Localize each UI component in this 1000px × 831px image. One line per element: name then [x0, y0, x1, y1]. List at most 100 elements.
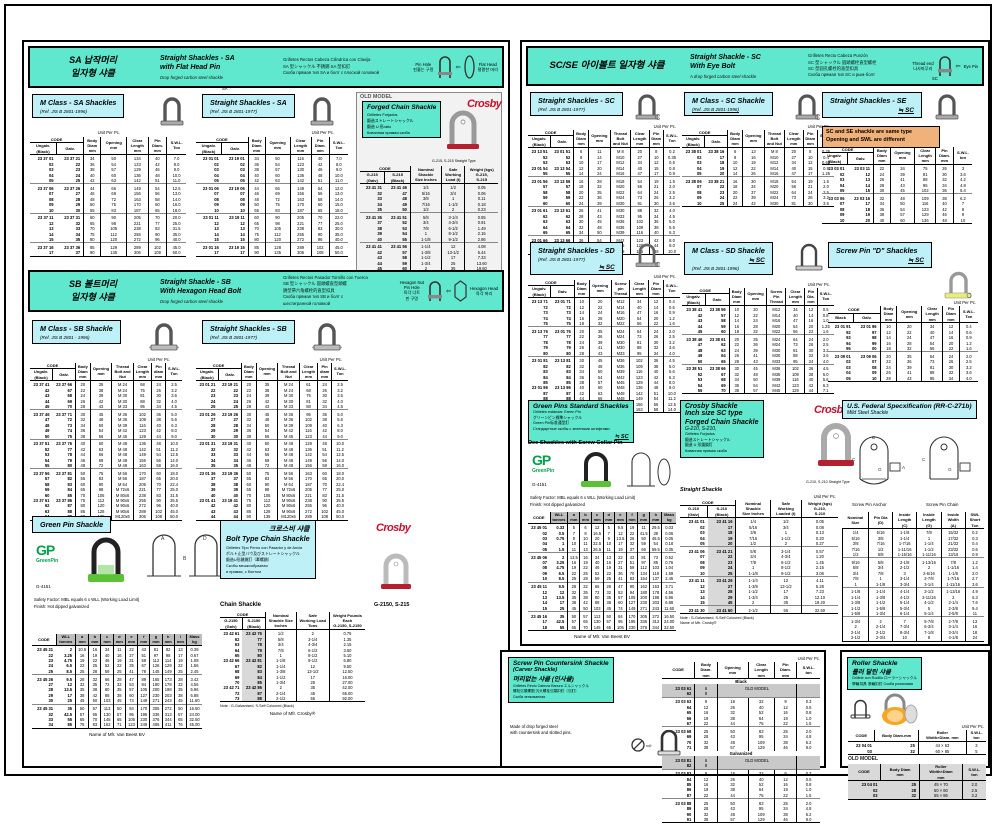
table-cell: 13	[700, 589, 705, 595]
table-cell: 56	[785, 328, 805, 335]
table-cell: 38	[151, 417, 166, 423]
table-cell: M 30	[277, 398, 300, 404]
sa-mclass-unit: Unit Per Pc.	[97, 130, 120, 135]
greenpins-shackle-icon	[581, 452, 611, 487]
table-cell: 16	[773, 710, 797, 716]
table-cell: 67	[686, 721, 692, 726]
countersink-table-wrap: CODE Body Diam. mm Opening mm Clear Length mm Pin…	[662, 662, 820, 823]
table-cell: 10	[579, 535, 592, 542]
table-cell: 0.2	[663, 146, 680, 155]
table-cell: 129	[785, 388, 805, 394]
table-cell: 34	[773, 734, 797, 740]
table-row: 1-3/8 1-1/2 5-1/4 4-1/2 2-1/4 7.6	[841, 600, 984, 606]
table-cell: 103	[100, 698, 114, 705]
table-cell: 54	[630, 176, 650, 185]
table-cell: 2.0	[817, 184, 834, 190]
table-cell: 40	[377, 236, 382, 242]
table-cell: 23 13 51	[528, 146, 551, 155]
table-cell: 26	[879, 370, 897, 376]
table-cell: M 30	[277, 393, 300, 399]
table-row: 23 37 41 23 37 66 20 35 M 24 68 24 2.5	[30, 379, 182, 388]
table-cell: 85	[686, 781, 692, 787]
column-header: Clear Length mm	[747, 662, 775, 679]
table-row: 23 01 21 23 19 21 20 35 M 24 61 24 2.5	[196, 379, 348, 388]
table-cell: 12	[728, 312, 745, 319]
table-cell: 35	[56, 703, 76, 712]
table-cell: 27.00	[328, 679, 365, 686]
table-cell: 55	[565, 170, 571, 176]
table-cell: 306	[132, 514, 152, 521]
table-cell: 54	[588, 374, 612, 381]
table-cell: 64	[921, 351, 943, 360]
table-cell: 3.6	[663, 200, 680, 207]
table-cell: 1	[562, 541, 565, 547]
table-row: 54 69 36 54 M42 123 42 6.3	[682, 382, 834, 389]
table-cell: 40	[151, 422, 166, 429]
table-cell: 66	[590, 581, 604, 590]
table-row: 09 6.5 22 25 52 22 36 70 134 119 1.59	[528, 570, 676, 577]
table-cell: 11.2	[331, 446, 348, 453]
table-cell: 87	[566, 390, 571, 396]
table-cell: 22	[743, 312, 767, 319]
table-cell: 98	[255, 487, 278, 493]
table-cell: 23 13 61	[550, 205, 574, 214]
sb-bolt-diagram: Hexagon Nut Pin Hole 육각 너트 핀 구멍 ⇦ Hexagon H…	[399, 280, 498, 302]
table-cell: 23 01 71	[550, 296, 575, 305]
table-cell: 38	[83, 167, 101, 173]
table-cell: 23 41 30	[680, 605, 708, 614]
table-row: 07 27 46 69 156 56 13.0	[30, 191, 186, 197]
table-cell: 58	[402, 255, 407, 261]
table-row: 13 13 70 105 238 83 30.0	[196, 226, 348, 232]
table-cell: 17	[707, 524, 736, 531]
table-cell: 40.0	[166, 237, 186, 243]
table-cell: 58	[648, 407, 664, 413]
table-cell: 2-1/2	[892, 565, 917, 571]
table-cell: 65	[543, 230, 548, 236]
table-cell: 26	[802, 195, 818, 201]
table-cell: 22	[48, 652, 54, 658]
table-row: 23 37 56 23 37 81 50 75 M 56 170 60 18.0	[30, 468, 182, 477]
table-cell: 70	[241, 492, 257, 498]
table-cell: 44	[44, 398, 50, 404]
table-cell: 88	[629, 345, 649, 351]
table-cell: 40.0	[165, 503, 182, 509]
table-cell: 63	[255, 446, 278, 453]
table-cell: 69	[721, 382, 726, 388]
table-cell: 41	[896, 370, 922, 376]
table-cell: 376	[149, 717, 163, 723]
table-cell: 7	[952, 201, 972, 207]
table-row: 82 82 32 48 M36 109 38 5.0	[528, 363, 680, 370]
table-cell: 08	[872, 364, 877, 370]
table-cell: 80	[241, 503, 257, 509]
greenpins-sf1: Safety Factor: MBL equals 6 x WLL (Worki…	[530, 495, 636, 500]
table-cell: 95	[846, 345, 851, 351]
table-cell: 58	[721, 318, 726, 324]
sa-jis-title-box: Straight Shackles - SA (Ref. JIS B 2801-…	[202, 94, 295, 118]
table-cell: 42	[648, 235, 664, 244]
table-cell: 23 41 41	[360, 241, 385, 250]
table-cell: 47	[44, 417, 50, 423]
table-cell: 20	[241, 379, 257, 388]
table-cell: 238	[125, 226, 149, 232]
table-cell: 89	[686, 806, 692, 812]
table-cell: 45	[44, 403, 50, 409]
table-row: 09 09 50 75 170 60 15.0	[196, 202, 348, 208]
table-cell: 81	[629, 339, 649, 346]
table-cell: 36	[896, 359, 922, 365]
crosby-logo: Crosby	[467, 98, 502, 110]
sa-multilang: Grilletes Rectos Cabeza Cilindrica con C…	[283, 57, 380, 76]
sd-jis-equiv: ≒ SC	[598, 264, 615, 271]
table-row: 70 32 48 109 38 6.2	[662, 739, 820, 746]
sb-shackle-icon	[149, 323, 179, 351]
countersink-t2: (Carver Shackle)	[513, 667, 558, 673]
table-cell: 96	[151, 503, 166, 509]
table-cell: 17	[865, 201, 871, 207]
table-row: 10 20 40 60 136 48 10	[822, 217, 972, 224]
table-cell: 28	[173, 674, 187, 683]
table-cell: 105	[89, 492, 112, 498]
table-cell: 102	[785, 363, 805, 372]
sc-eye-pin-label: Eye Pin	[963, 63, 978, 69]
table-cell: 28	[75, 674, 89, 683]
table-cell: 94	[137, 682, 150, 688]
table-cell: 23 45 21	[32, 644, 57, 653]
